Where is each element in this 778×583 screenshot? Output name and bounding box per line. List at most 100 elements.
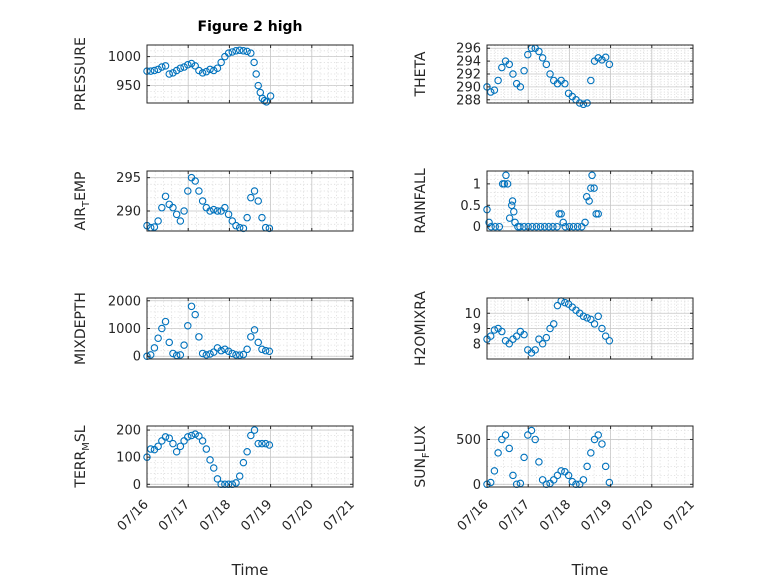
data-point (601, 462, 610, 471)
data-point (254, 81, 262, 90)
data-point (232, 351, 240, 359)
data-point (538, 54, 547, 62)
axes-frame (146, 425, 354, 488)
data-point (165, 70, 174, 78)
data-point (224, 347, 233, 355)
data-point (209, 464, 218, 472)
data-point (592, 210, 600, 218)
data-point (195, 432, 203, 440)
x-tick-label: 07/20 (280, 497, 317, 534)
y-tick-label: 200 (116, 424, 141, 439)
y-tick-label: 0 (473, 478, 481, 493)
data-point (209, 205, 218, 214)
data-point (180, 207, 188, 215)
data-point (180, 63, 188, 71)
subplot-7: 0 100 200 07/16 07/17 07/18 07/19 07/20 07/21 Tim… (73, 424, 358, 579)
data-point (213, 64, 222, 72)
data-point (587, 315, 595, 324)
data-point (590, 435, 599, 444)
data-point (198, 437, 207, 445)
data-point (587, 449, 595, 457)
x-tick-label: 07/18 (537, 497, 574, 534)
subplot-5: 0 1000 2000 MIXDEPTH (73, 292, 354, 365)
data-point (191, 177, 199, 185)
data-point (250, 326, 259, 334)
data-point (239, 224, 248, 233)
data-point (553, 471, 562, 480)
data-point (490, 467, 499, 475)
data-point (594, 210, 602, 218)
data-point (598, 324, 606, 333)
x-tick-label: 07/21 (321, 497, 358, 534)
data-point (235, 351, 244, 359)
data-point (184, 187, 192, 195)
plot-area (147, 426, 353, 487)
data-point (490, 86, 499, 94)
data-point (161, 192, 170, 201)
data-point (206, 456, 214, 464)
data-point (505, 214, 514, 222)
data-point (512, 480, 521, 489)
data-point (184, 321, 192, 330)
y-tick-label: 9 (473, 322, 481, 337)
data-point (180, 437, 188, 445)
x-axis-label: Time (231, 561, 269, 579)
data-point (510, 207, 518, 216)
data-point (247, 333, 255, 341)
data-point (486, 88, 495, 96)
data-point (594, 431, 602, 439)
data-point (209, 348, 218, 356)
data-point (195, 187, 203, 195)
data-point (158, 324, 166, 333)
data-point (494, 76, 502, 85)
data-point (605, 478, 614, 487)
data-point (520, 222, 528, 231)
data-point (524, 50, 532, 59)
data-point (261, 439, 270, 448)
data-point (581, 218, 589, 227)
data-point (505, 60, 513, 69)
y-axis-label: H2OMIXRA (413, 291, 429, 366)
y-tick-label: 292 (456, 68, 481, 83)
data-point (590, 184, 598, 192)
data-point (169, 203, 177, 212)
data-point (228, 349, 237, 358)
y-tick-label: 0.5 (460, 199, 481, 214)
x-axis-label: Time (571, 561, 609, 579)
data-point (532, 222, 541, 231)
data-point (500, 180, 509, 188)
data-point (161, 433, 170, 441)
data-point (266, 92, 275, 100)
data-point (187, 59, 196, 68)
data-point (213, 475, 222, 483)
axes-frame (146, 44, 354, 104)
y-tick-label: 290 (456, 80, 481, 95)
data-point (165, 434, 174, 442)
data-point (605, 336, 614, 345)
data-point (209, 66, 218, 75)
data-point (232, 221, 240, 230)
data-point (491, 222, 499, 231)
data-point (265, 441, 274, 449)
data-point (146, 445, 155, 453)
data-point (254, 439, 262, 448)
data-point (557, 467, 565, 475)
y-tick-label: 10 (464, 307, 481, 322)
data-point (583, 462, 591, 471)
data-point (252, 70, 260, 78)
data-point (247, 431, 255, 440)
data-point (538, 339, 547, 348)
y-tick-label: 288 (456, 93, 481, 108)
data-point (512, 332, 521, 340)
data-point (579, 476, 588, 484)
data-point (546, 324, 554, 333)
x-tick-label: 07/19 (578, 497, 615, 534)
y-axis-label: AIRTEMP (73, 172, 92, 231)
data-point (250, 426, 259, 434)
data-point (549, 320, 558, 328)
data-point (583, 314, 591, 322)
axes-frame (146, 170, 354, 232)
y-tick-label: 500 (456, 433, 481, 448)
